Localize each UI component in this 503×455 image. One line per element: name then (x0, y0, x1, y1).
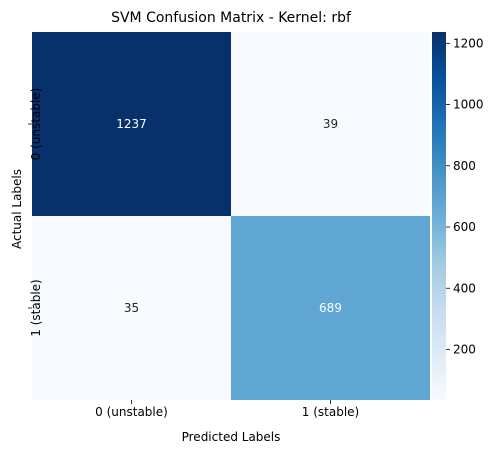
colorbar-ticks: 200 400 600 800 1000 1200 (446, 36, 484, 356)
colorbar (432, 32, 446, 400)
x-tick-label: 1 (stable) (302, 405, 359, 419)
heatmap-cell-r1-c0 (32, 216, 231, 400)
heatmap-cell-r0-c0 (32, 32, 231, 216)
x-tick-label: 0 (unstable) (95, 405, 168, 419)
y-tick-label: 0 (unstable) (29, 88, 43, 161)
y-tick-label: 1 (stable) (29, 279, 43, 336)
colorbar-tick-label: 400 (453, 281, 476, 295)
heatmap-cell-r1-c1 (231, 216, 430, 400)
colorbar-tick-label: 200 (453, 342, 476, 356)
heatmap-cell-r0-c1 (231, 32, 430, 216)
cell-value-r0-c1: 39 (323, 117, 338, 131)
colorbar-tick-label: 1200 (453, 36, 484, 50)
x-axis: 0 (unstable) 1 (stable) (95, 400, 359, 419)
heatmap-cells (32, 32, 430, 400)
cell-value-labels: 1237 39 35 689 (116, 117, 342, 315)
y-axis: 0 (unstable) 1 (stable) (28, 88, 43, 337)
colorbar-tick-label: 1000 (453, 98, 484, 112)
cell-value-r1-c1: 689 (319, 301, 342, 315)
x-axis-label: Predicted Labels (182, 430, 281, 444)
y-axis-label: Actual Labels (10, 169, 24, 249)
cell-value-r0-c0: 1237 (116, 117, 147, 131)
chart-title: SVM Confusion Matrix - Kernel: rbf (111, 10, 352, 26)
cell-value-r1-c0: 35 (124, 301, 139, 315)
colorbar-tick-label: 600 (453, 220, 476, 234)
colorbar-tick-label: 800 (453, 159, 476, 173)
